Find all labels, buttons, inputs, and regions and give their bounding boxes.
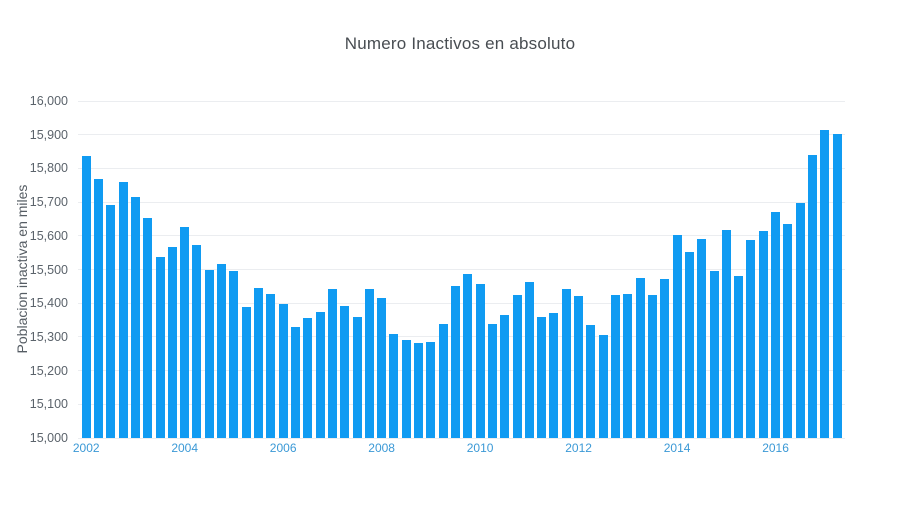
bar [364, 289, 374, 438]
bar [143, 218, 153, 438]
bar [746, 239, 756, 438]
gridline [78, 201, 845, 203]
bar [697, 238, 707, 438]
gridline [78, 302, 845, 304]
bar [734, 276, 744, 438]
bar [807, 154, 817, 438]
x-tick-label: 2012 [565, 441, 592, 455]
x-tick-label: 2008 [368, 441, 395, 455]
bar [106, 205, 116, 438]
bar [549, 312, 559, 438]
bar [315, 311, 325, 438]
x-tick-label: 2016 [762, 441, 789, 455]
bar [192, 244, 202, 438]
bar [377, 298, 387, 438]
y-tick-label: 15,100 [29, 397, 68, 412]
y-tick-label: 16,000 [29, 94, 68, 108]
bar [180, 227, 190, 438]
bar [500, 315, 510, 438]
bar [340, 306, 350, 438]
bar [229, 271, 239, 438]
gridline [78, 269, 845, 270]
y-tick-label: 15,500 [29, 262, 68, 277]
bar [155, 257, 165, 438]
bar [438, 324, 448, 438]
bar [278, 303, 288, 438]
bar [475, 284, 485, 438]
y-tick-label: 15,200 [29, 363, 68, 378]
bar [130, 197, 140, 438]
y-tick-label: 15,000 [29, 431, 68, 445]
bar [635, 278, 645, 438]
y-tick-label: 15,600 [29, 228, 68, 243]
bar [204, 269, 214, 438]
gridline [78, 167, 845, 169]
bar [290, 326, 300, 438]
gridline [78, 134, 845, 136]
bar [426, 341, 436, 438]
bar [118, 181, 128, 438]
bar [327, 289, 337, 438]
gridline [78, 403, 845, 405]
bar [537, 316, 547, 438]
x-tick-label: 2002 [72, 441, 100, 455]
bar [451, 286, 460, 438]
gridline [78, 235, 845, 237]
bar [623, 293, 633, 438]
gridline [78, 100, 845, 102]
x-tick-label: 2010 [466, 441, 494, 455]
bar [820, 129, 830, 438]
bar [795, 203, 805, 438]
bar [721, 229, 731, 438]
bar [217, 263, 227, 438]
y-tick-label: 15,400 [29, 296, 68, 311]
y-tick-label: 15,800 [29, 161, 68, 176]
x-tick-label: 2004 [171, 441, 199, 455]
bar [401, 339, 411, 438]
bar [574, 295, 584, 438]
bar [254, 287, 264, 438]
bar [561, 289, 571, 438]
bar [241, 306, 251, 438]
gridline [78, 437, 845, 439]
y-tick-label: 15,700 [29, 195, 68, 210]
bar [389, 334, 399, 438]
y-tick-label: 15,900 [29, 127, 68, 142]
bar [414, 342, 424, 438]
bar [611, 294, 621, 438]
bar [94, 179, 103, 438]
bar [771, 211, 781, 438]
gridline [78, 370, 845, 372]
bar [709, 270, 719, 438]
bar [672, 235, 682, 438]
bar [598, 334, 608, 438]
x-tick-label: 2014 [663, 441, 691, 455]
x-axis-tick-labels: 2002 2004 2006 2008 2010 2012 2014 2016 [73, 441, 845, 459]
bar [524, 282, 534, 438]
bar [487, 324, 497, 438]
gridline [78, 336, 845, 338]
bar [512, 294, 522, 438]
bar [758, 230, 768, 438]
chart-title: Numero Inactivos en absoluto [344, 34, 576, 53]
bar [266, 293, 276, 438]
bar [783, 224, 793, 438]
bar [684, 251, 694, 438]
y-axis-tick-labels: 16,000 15,900 15,800 15,700 15,600 15,500 15,4… [0, 94, 70, 445]
x-tick-label: 2006 [269, 441, 297, 455]
plot-area [78, 100, 845, 439]
bar [832, 133, 842, 438]
y-tick-label: 15,300 [29, 329, 68, 344]
bar [352, 316, 362, 438]
bar [586, 325, 596, 438]
bar [463, 273, 473, 438]
bar [647, 294, 657, 438]
bar [660, 278, 670, 438]
bar [81, 155, 91, 438]
bar [167, 247, 177, 438]
bar [303, 318, 313, 438]
